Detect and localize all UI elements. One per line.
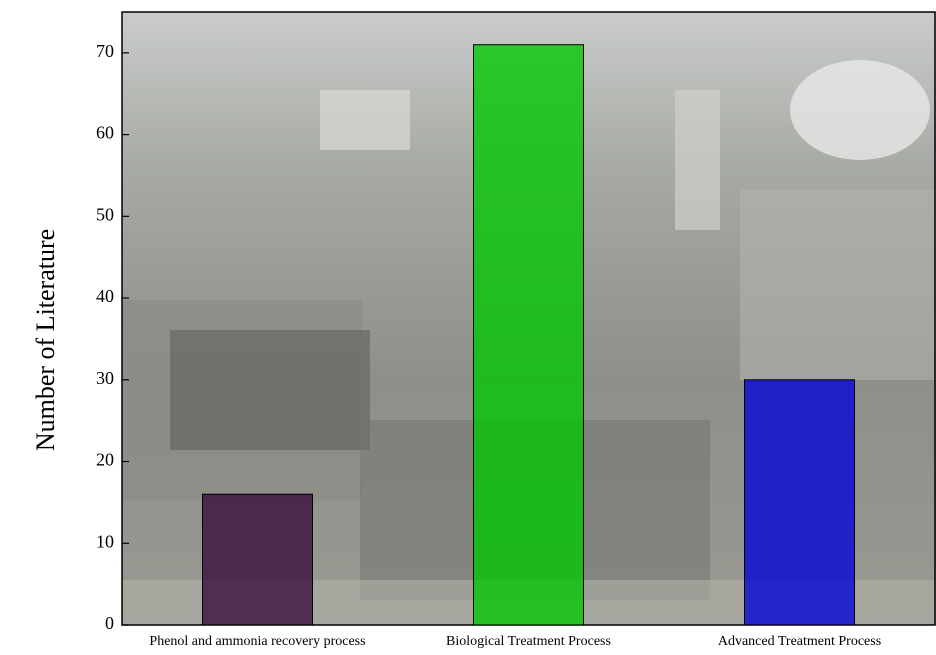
y-axis-label: Number of Literature xyxy=(31,229,60,451)
y-tick-label: 0 xyxy=(105,613,114,633)
y-tick-label: 60 xyxy=(96,123,114,143)
y-tick-label: 50 xyxy=(96,204,114,224)
y-tick-label: 10 xyxy=(96,531,114,551)
bar xyxy=(202,493,313,626)
x-tick-label: Biological Treatment Process xyxy=(446,634,611,649)
y-tick-label: 70 xyxy=(96,41,114,61)
y-tick-label: 40 xyxy=(96,286,114,306)
y-tick-label: 30 xyxy=(96,368,114,388)
x-tick-label: Advanced Treatment Process xyxy=(718,634,881,649)
x-tick-label: Phenol and ammonia recovery process xyxy=(149,634,365,649)
bar xyxy=(473,44,584,626)
bar xyxy=(744,379,855,626)
y-tick-label: 20 xyxy=(96,450,114,470)
